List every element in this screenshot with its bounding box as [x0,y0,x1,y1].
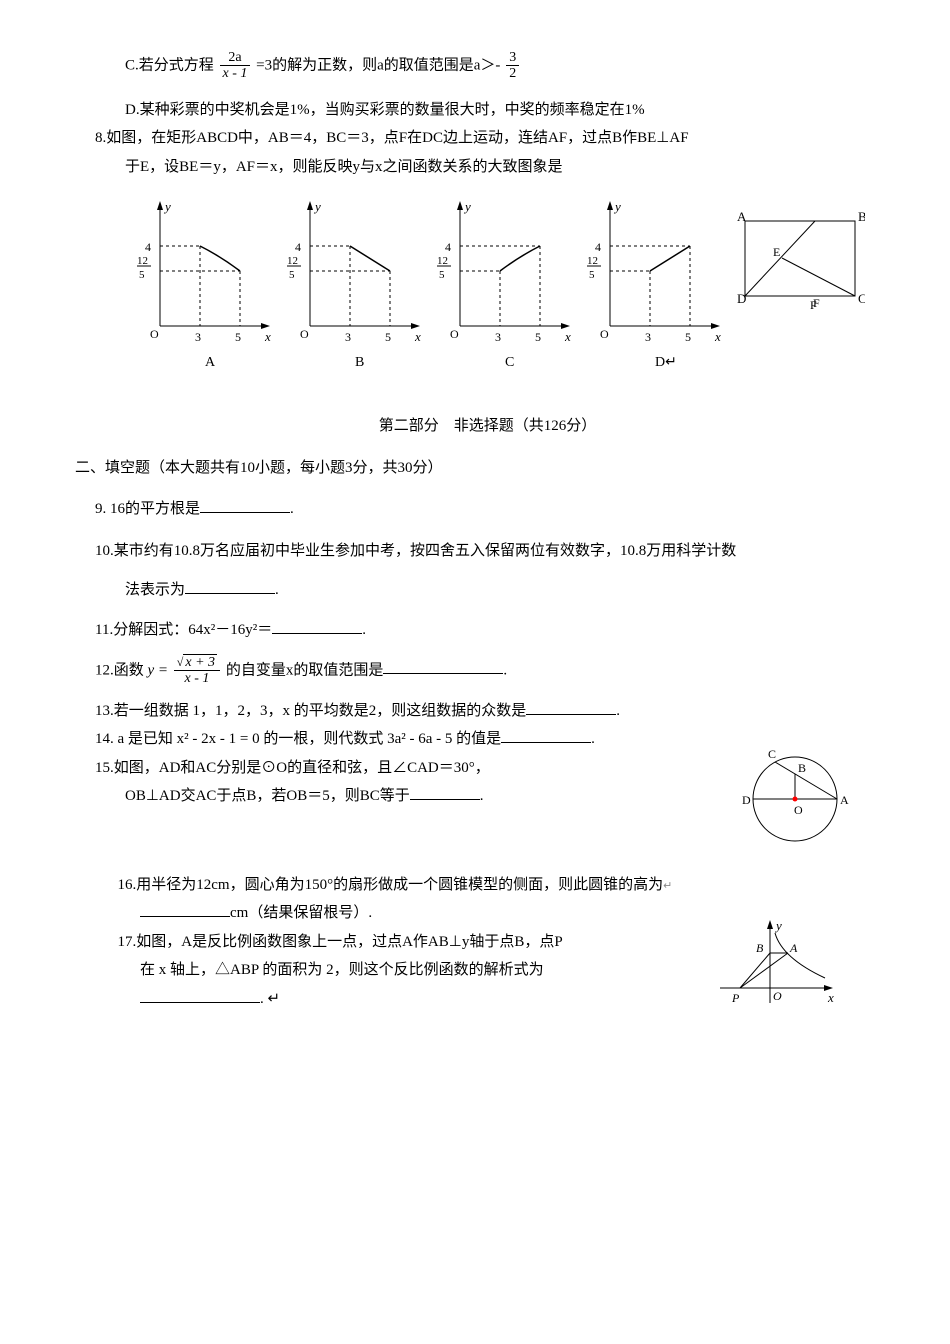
svg-text:O: O [450,327,459,341]
svg-text:y: y [463,199,471,214]
svg-text:12: 12 [587,255,598,267]
svg-text:4: 4 [145,240,151,254]
svg-text:F: F [810,298,817,312]
blank [272,618,362,634]
blank [383,658,503,674]
svg-text:O: O [794,803,803,817]
svg-text:B: B [756,941,764,955]
svg-text:5: 5 [235,330,241,344]
svg-text:5: 5 [139,269,145,281]
q7c-frac1: 2a x - 1 [220,50,251,82]
svg-text:3: 3 [195,330,201,344]
q13: 13.若一组数据 1，1，2，3，x 的平均数是2，则这组数据的众数是. [95,697,880,726]
svg-text:P: P [731,991,740,1005]
q11: 11.分解因式：64x²－16y²＝. [95,616,880,645]
svg-text:A: A [840,793,849,807]
svg-text:A: A [789,941,798,955]
q10-line1: 10.某市约有10.8万名应届初中毕业生参加中考，按四舍五入保留两位有效数字，1… [95,537,880,566]
svg-text:3: 3 [495,330,501,344]
q12: 12.函数 y = √x + 3 x - 1 的自变量x的取值范围是. [95,655,880,687]
q16-line1: 16.用半径为12cm，圆心角为150°的扇形做成一个圆锥模型的侧面，则此圆锥的… [95,871,880,900]
part2-heading: 二、填空题（本大题共有10小题，每小题3分，共30分） [75,454,880,483]
svg-text:12: 12 [437,255,448,267]
blank [185,578,275,594]
charts-row: y x O 4 12 5 3 5 A y x O 4 12 5 3 5 B [125,191,880,392]
svg-text:x: x [564,329,571,344]
svg-text:B: B [355,355,364,370]
svg-text:3: 3 [345,330,351,344]
charts-svg: y x O 4 12 5 3 5 A y x O 4 12 5 3 5 B [125,191,865,381]
svg-text:C: C [768,747,776,761]
q7-option-d: D.某种彩票的中奖机会是1%，当购买彩票的数量很大时，中奖的频率稳定在1% [95,96,880,125]
section2-title: 第二部分 非选择题（共126分） [95,412,880,441]
q10-line2: 法表示为. [95,576,880,605]
q8-line2: 于E，设BE＝y，AF＝x，则能反映y与x之间函数关系的大致图象是 [95,153,880,182]
svg-text:E: E [773,245,780,259]
blank [140,987,260,1003]
svg-text:C: C [858,291,865,306]
svg-text:x: x [264,329,271,344]
svg-text:y: y [613,199,621,214]
blank [200,497,290,513]
svg-text:O: O [150,327,159,341]
q7c-mid: =3的解为正数，则a的取值范围是a＞- [256,57,500,73]
q12-frac: √x + 3 x - 1 [174,655,220,687]
svg-text:x: x [414,329,421,344]
svg-text:D: D [742,793,751,807]
q7c-frac2: 3 2 [506,50,519,82]
q8-line1: 8.如图，在矩形ABCD中，AB＝4，BC＝3，点F在DC边上运动，连结AF，过… [95,124,880,153]
svg-text:C: C [505,355,514,370]
svg-text:B: B [858,209,865,224]
svg-text:5: 5 [589,269,595,281]
svg-text:4: 4 [595,240,601,254]
blank [501,727,591,743]
q17-figure: y x A B P O [710,918,840,1029]
svg-text:y: y [163,199,171,214]
svg-text:3: 3 [645,330,651,344]
svg-text:12: 12 [137,255,148,267]
svg-text:4: 4 [295,240,301,254]
svg-text:O: O [600,327,609,341]
svg-text:5: 5 [535,330,541,344]
q7-option-c: C.若分式方程 2a x - 1 =3的解为正数，则a的取值范围是a＞- 3 2 [95,50,880,82]
q17: 17.如图，A是反比例函数图象上一点，过点A作AB⊥y轴于点B，点P 在 x 轴… [95,928,880,1014]
svg-text:D↵: D↵ [655,355,677,370]
svg-text:A: A [205,355,216,370]
blank [526,699,616,715]
svg-text:5: 5 [385,330,391,344]
svg-text:D: D [737,291,746,306]
svg-text:5: 5 [685,330,691,344]
svg-text:y: y [313,199,321,214]
svg-text:12: 12 [287,255,298,267]
q7c-prefix: C.若分式方程 [125,57,214,73]
q15-figure: A B C D O [720,744,860,865]
svg-text:5: 5 [439,269,445,281]
svg-text:B: B [798,761,806,775]
svg-text:5: 5 [289,269,295,281]
svg-text:A: A [737,209,747,224]
q9: 9. 16的平方根是. [95,495,880,524]
svg-text:x: x [714,329,721,344]
svg-text:4: 4 [445,240,451,254]
svg-text:x: x [827,990,834,1005]
svg-text:O: O [300,327,309,341]
blank [410,784,480,800]
svg-text:y: y [774,918,782,933]
svg-text:O: O [773,989,782,1003]
q15: 15.如图，AD和AC分别是⊙O的直径和弦，且∠CAD＝30°， OB⊥AD交A… [95,754,880,811]
blank [140,901,230,917]
